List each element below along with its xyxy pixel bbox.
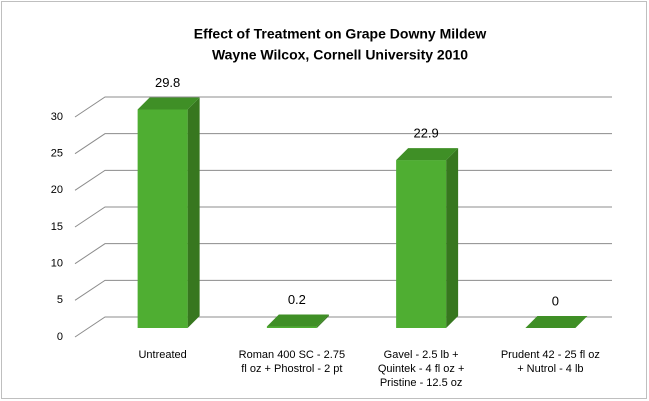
y-tick-label: 5 (57, 294, 63, 306)
bar-top (137, 97, 200, 110)
y-tick-label: 10 (51, 258, 63, 270)
y-tick-label: 0 (57, 331, 63, 343)
grid-line (74, 133, 612, 155)
x-tick-label: Gavel - 2.5 lb + Quintek - 4 fl oz + Prist… (378, 349, 465, 389)
bar-top (396, 148, 459, 161)
bar-side (187, 97, 200, 328)
bar (266, 314, 329, 328)
bar (396, 148, 459, 328)
grid-line (74, 96, 612, 118)
bar (137, 97, 200, 328)
bar-front (396, 160, 447, 328)
x-tick-label: Untreated (138, 349, 186, 361)
y-tick-label: 20 (51, 184, 63, 196)
value-label: 22.9 (413, 126, 438, 141)
y-tick-label: 15 (51, 221, 63, 233)
bar-front (266, 326, 317, 328)
bar-front (137, 109, 188, 328)
value-label: 29.8 (155, 75, 180, 90)
x-tick-label: Prudent 42 - 25 fl oz + Nutrol - 4 lb (501, 349, 600, 375)
chart-subtitle: Wayne Wilcox, Cornell University 2010 (212, 47, 468, 63)
bar-side (446, 148, 459, 328)
value-label: 0.2 (288, 292, 306, 307)
bar (525, 316, 588, 328)
y-tick-label: 25 (51, 148, 63, 160)
y-tick-label: 30 (51, 111, 63, 123)
chart-title: Effect of Treatment on Grape Downy Milde… (194, 26, 487, 42)
value-label: 0 (552, 293, 559, 308)
bar-side (316, 314, 329, 328)
x-tick-label: Roman 400 SC - 2.75 fl oz + Phostrol - 2 … (239, 349, 345, 375)
bar-top (525, 316, 588, 328)
bar-top (266, 314, 329, 327)
